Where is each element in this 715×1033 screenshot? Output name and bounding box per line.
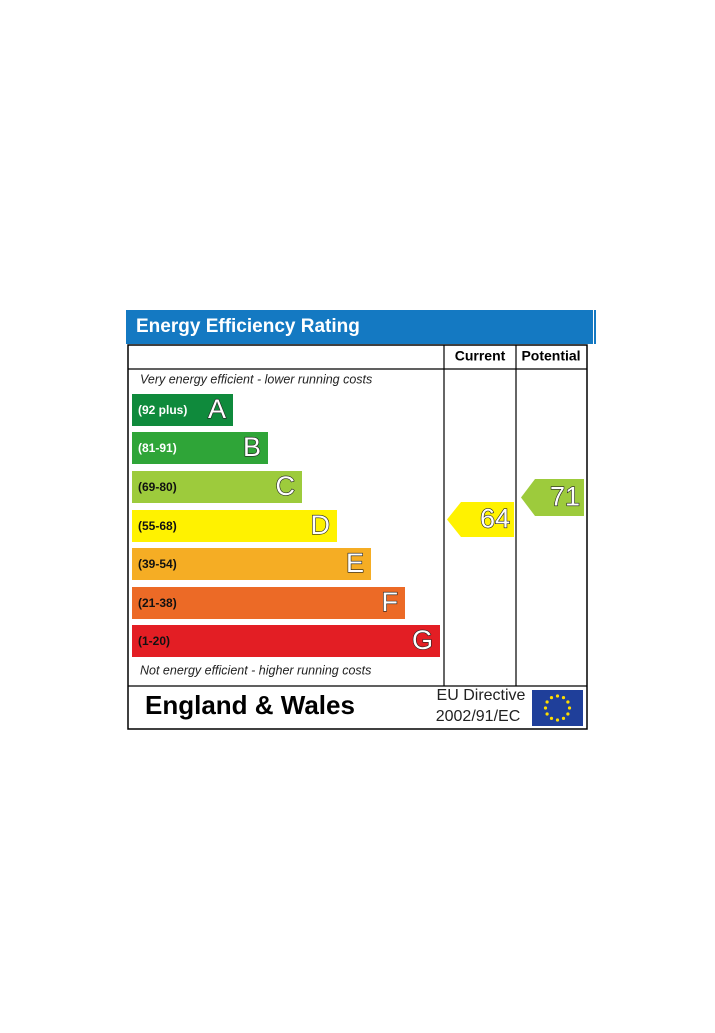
- directive: EU Directive: [437, 687, 526, 704]
- flag-star: [555, 718, 560, 722]
- column-header: Current: [455, 348, 506, 364]
- band: [132, 432, 268, 464]
- flag-star: [566, 700, 570, 704]
- band: [132, 587, 405, 619]
- flag-star: [549, 696, 554, 700]
- rating-value: 71: [550, 482, 580, 512]
- band-range: (39-54): [138, 557, 177, 571]
- flag-star: [549, 716, 554, 720]
- band-range: (81-91): [138, 441, 177, 455]
- flag-star: [566, 712, 570, 716]
- band: [132, 471, 302, 503]
- directive: 2002/91/EC: [436, 708, 521, 725]
- band: [132, 510, 337, 542]
- band-range: (1-20): [138, 634, 170, 648]
- flag-star: [561, 716, 566, 720]
- flag-star: [543, 706, 548, 710]
- eu-flag: [532, 690, 583, 726]
- band: [132, 394, 233, 426]
- flag-star: [545, 712, 549, 716]
- band-range: (21-38): [138, 596, 177, 610]
- bottom-note: Not energy efficient - higher running co…: [140, 663, 371, 677]
- region: England & Wales: [145, 690, 355, 720]
- title: Energy Efficiency Rating: [136, 316, 360, 337]
- frame: [127, 344, 588, 730]
- band: [132, 625, 440, 657]
- band: [132, 548, 371, 580]
- title-bar: [126, 310, 593, 344]
- band-letter: D: [311, 510, 331, 540]
- band-letter: E: [346, 548, 364, 578]
- rating-arrow: [521, 479, 584, 516]
- band-letter: A: [208, 394, 226, 424]
- column-header: Potential: [521, 348, 580, 364]
- flag-star: [545, 700, 549, 704]
- rating-arrow: [447, 502, 514, 537]
- band-letter: C: [276, 471, 296, 501]
- band-range: (92 plus): [138, 403, 187, 417]
- rating-value: 64: [480, 504, 510, 534]
- band-range: (55-68): [138, 519, 177, 533]
- flag-stars: [543, 694, 572, 722]
- band-letter: G: [412, 625, 433, 655]
- band-letter: F: [382, 587, 399, 617]
- flag-star: [555, 694, 560, 698]
- band-range: (69-80): [138, 480, 177, 494]
- band-letter: B: [243, 432, 261, 462]
- top-note: Very energy efficient - lower running co…: [140, 372, 372, 386]
- flag-star: [561, 696, 566, 700]
- flag-star: [567, 706, 572, 710]
